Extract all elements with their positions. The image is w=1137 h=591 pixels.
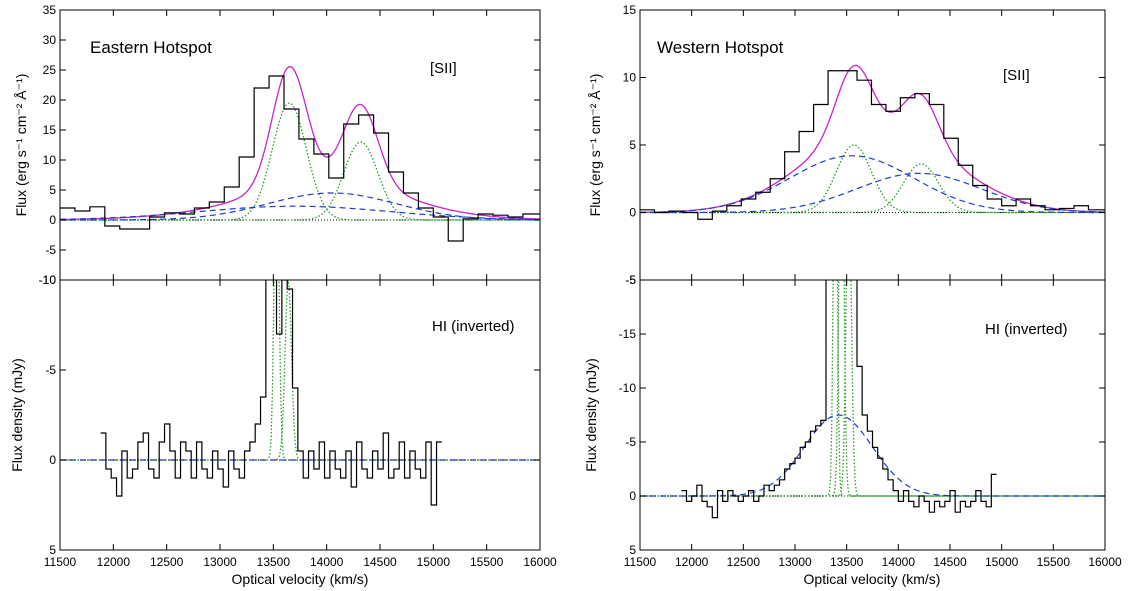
eastern-title: Eastern Hotspot <box>90 38 212 57</box>
narrow-component-curve-1 <box>60 102 540 221</box>
x-tick-label: 13500 <box>830 555 864 569</box>
narrow-component-curve-0 <box>60 280 540 461</box>
narrow-component-curve-1 <box>640 144 1105 214</box>
western-sii-panel <box>640 64 1105 220</box>
y-tick-label: 5 <box>629 138 636 152</box>
eastern-hi-frame <box>59 279 541 551</box>
narrow-component-curve-2 <box>640 163 1105 214</box>
western-sii-axes: -5 0 5 10 15 <box>623 3 1106 287</box>
broad-component-curve-4 <box>60 192 540 221</box>
y-tick-label: -15 <box>619 327 637 341</box>
y-tick-label: -10 <box>39 273 57 287</box>
y-tick-label: -10 <box>619 381 637 395</box>
y-tick-label: 15 <box>623 3 637 17</box>
data-step-histogram <box>640 70 1105 220</box>
x-tick-label: 16000 <box>1088 555 1122 569</box>
x-tick-label: 14500 <box>363 555 397 569</box>
broad-component-curve-3 <box>640 155 1105 214</box>
y-tick-label: 35 <box>43 3 57 17</box>
eastern-xlabel: Optical velocity (km/s) <box>232 571 369 587</box>
broad-component-curve-3 <box>640 414 1105 497</box>
y-tick-label: 0 <box>49 213 56 227</box>
narrow-component-curve-1 <box>60 280 540 461</box>
y-tick-label: 0 <box>629 206 636 220</box>
x-tick-label: 11500 <box>624 555 657 569</box>
western-hi-frame <box>639 279 1106 551</box>
x-tick-label: 14000 <box>310 555 344 569</box>
eastern-hi-annotation: HI (inverted) <box>432 318 515 335</box>
western-hi-ylabel: Flux density (mJy) <box>583 358 599 472</box>
western-xlabel: Optical velocity (km/s) <box>804 571 941 587</box>
western-hi-axes: 5 0 -5 -10 -15 11500 12000 12500 13000 13500 14000… <box>619 273 1122 569</box>
x-tick-label: 15000 <box>985 555 1019 569</box>
x-tick-label: 16000 <box>523 555 557 569</box>
x-tick-label: 15000 <box>417 555 451 569</box>
data-step-histogram <box>681 280 997 519</box>
y-tick-label: 10 <box>43 153 57 167</box>
x-tick-label: 12000 <box>97 555 131 569</box>
y-tick-label: -5 <box>625 273 636 287</box>
eastern-hi-axes: 5 0 -5 -10 11500 12000 12500 13000 13500 14000 145… <box>39 273 557 569</box>
y-tick-label: 20 <box>43 93 57 107</box>
y-tick-label: -5 <box>45 363 56 377</box>
y-tick-label: -5 <box>45 243 56 257</box>
western-hi-annotation: HI (inverted) <box>985 321 1068 338</box>
eastern-sii-panel <box>60 66 540 242</box>
broad-component-curve-4 <box>640 172 1105 214</box>
eastern-sii-axes: -10 -5 0 5 10 15 20 25 30 35 <box>39 3 541 287</box>
x-tick-label: 12000 <box>675 555 709 569</box>
x-tick-label: 14500 <box>933 555 967 569</box>
data-step-histogram <box>100 280 442 506</box>
eastern-hi-ylabel: Flux density (mJy) <box>9 358 25 472</box>
x-tick-label: 14000 <box>882 555 916 569</box>
western-title: Western Hotspot <box>657 38 784 57</box>
x-tick-label: 13000 <box>203 555 237 569</box>
y-tick-label: 10 <box>623 71 637 85</box>
x-tick-label: 13000 <box>778 555 812 569</box>
eastern-sii-ylabel: Flux (erg s⁻¹ cm⁻² Å⁻¹) <box>13 74 29 217</box>
y-tick-label: 25 <box>43 63 57 77</box>
total-fit-curve-0 <box>640 64 1105 213</box>
y-tick-label: 0 <box>629 489 636 503</box>
y-tick-label: 5 <box>49 183 56 197</box>
x-tick-label: 12500 <box>150 555 184 569</box>
western-sii-annotation: [SII] <box>1003 67 1030 84</box>
x-tick-label: 11500 <box>44 555 77 569</box>
data-step-histogram <box>60 75 540 242</box>
y-tick-label: 30 <box>43 33 57 47</box>
eastern-sii-annotation: [SII] <box>430 60 457 77</box>
y-tick-label-top: -5 <box>625 273 636 287</box>
x-tick-label: 12500 <box>727 555 761 569</box>
y-tick-label: 0 <box>49 453 56 467</box>
x-tick-label: 15500 <box>470 555 504 569</box>
western-sii-ylabel: Flux (erg s⁻¹ cm⁻² Å⁻¹) <box>587 74 603 217</box>
y-tick-label: 15 <box>43 123 57 137</box>
narrow-component-curve-2 <box>60 141 540 221</box>
y-tick-label: 5 <box>629 543 636 557</box>
x-tick-label: 13500 <box>257 555 291 569</box>
western-hi-panel <box>640 280 1105 519</box>
y-tick-label: -5 <box>625 435 636 449</box>
y-tick-label: 5 <box>49 543 56 557</box>
y-tick-label: -10 <box>39 273 57 287</box>
x-tick-label: 15500 <box>1037 555 1071 569</box>
eastern-hi-panel <box>60 280 540 506</box>
